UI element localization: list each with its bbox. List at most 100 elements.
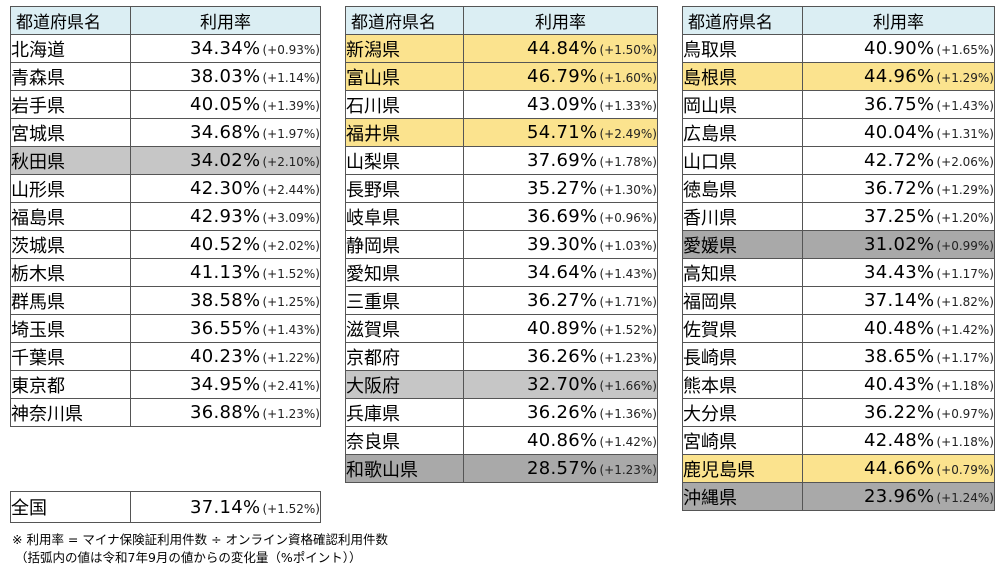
rate-value: 36.27% [527,290,598,311]
rate-value: 31.02% [864,234,935,255]
prefecture-name: 石川県 [345,90,464,119]
rate-cell: 42.72% (+2.06%) [802,146,995,175]
rate-value: 40.23% [190,346,261,367]
prefecture-name: 大分県 [682,398,803,427]
rate-change: (+1.30%) [599,183,657,197]
prefecture-name: 奈良県 [345,426,464,455]
rate-value: 37.69% [527,150,598,171]
rate-cell: 43.09% (+1.33%) [463,90,658,119]
rate-cell: 34.43% (+1.17%) [802,258,995,287]
prefecture-name: 大阪府 [345,370,464,399]
table-header: 都道府県名 利用率 [682,6,995,35]
table-row: 大阪府 32.70% (+1.66%) [345,370,658,399]
rate-cell: 36.75% (+1.43%) [802,90,995,119]
rate-cell: 31.02% (+0.99%) [802,230,995,259]
rate-cell: 46.79% (+1.60%) [463,62,658,91]
prefecture-name: 福井県 [345,118,464,147]
rate-cell: 42.93% (+3.09%) [130,202,321,231]
rate-table-2: 都道府県名 利用率 新潟県 44.84% (+1.50%) 富山県 46.79% (+1.… [345,6,658,483]
rate-cell: 34.95% (+2.41%) [130,370,321,399]
table-row: 青森県 38.03% (+1.14%) [10,62,321,91]
table-row: 富山県 46.79% (+1.60%) [345,62,658,91]
table-row: 愛知県 34.64% (+1.43%) [345,258,658,287]
prefecture-name: 福島県 [10,202,131,231]
table-row: 茨城県 40.52% (+2.02%) [10,230,321,259]
prefecture-name: 青森県 [10,62,131,91]
prefecture-name: 富山県 [345,62,464,91]
prefecture-name: 沖縄県 [682,482,803,511]
rate-cell: 40.86% (+1.42%) [463,426,658,455]
prefecture-name: 山形県 [10,174,131,203]
rate-value: 43.09% [527,94,598,115]
rate-cell: 44.84% (+1.50%) [463,34,658,63]
rate-cell: 34.68% (+1.97%) [130,118,321,147]
rate-value: 40.89% [527,318,598,339]
header-rate: 利用率 [802,6,995,35]
rate-change: (+1.23%) [262,407,320,421]
table-row: 兵庫県 36.26% (+1.36%) [345,398,658,427]
rate-change: (+1.33%) [599,99,657,113]
rate-cell: 40.43% (+1.18%) [802,370,995,399]
footnote-definition: ※ 利用率 = マイナ保険証利用件数 ÷ オンライン資格確認利用件数 [12,532,389,547]
prefecture-name: 岩手県 [10,90,131,119]
table-row: 東京都 34.95% (+2.41%) [10,370,321,399]
header-prefecture: 都道府県名 [682,6,803,35]
table-row: 愛媛県 31.02% (+0.99%) [682,230,995,259]
rate-value: 36.88% [190,402,261,423]
rate-change: (+1.42%) [936,323,994,337]
rate-value: 37.14% [864,290,935,311]
rate-change: (+0.96%) [599,211,657,225]
rate-value: 34.95% [190,374,261,395]
header-rate: 利用率 [463,6,658,35]
rate-cell: 36.55% (+1.43%) [130,314,321,343]
rate-value: 36.69% [527,206,598,227]
rate-cell: 38.03% (+1.14%) [130,62,321,91]
prefecture-name: 広島県 [682,118,803,147]
rate-value: 36.72% [864,178,935,199]
table-row: 熊本県 40.43% (+1.18%) [682,370,995,399]
rate-cell: 36.22% (+0.97%) [802,398,995,427]
rate-change: (+1.66%) [599,379,657,393]
prefecture-name: 静岡県 [345,230,464,259]
rate-cell: 41.13% (+1.52%) [130,258,321,287]
table-row: 高知県 34.43% (+1.17%) [682,258,995,287]
rate-change: (+1.22%) [262,351,320,365]
rate-change: (+1.23%) [599,463,657,477]
rate-value: 36.26% [527,402,598,423]
prefecture-name: 鹿児島県 [682,454,803,483]
prefecture-name: 福岡県 [682,286,803,315]
rate-cell: 37.25% (+1.20%) [802,202,995,231]
rate-change: (+1.43%) [599,267,657,281]
table-row: 奈良県 40.86% (+1.42%) [345,426,658,455]
table-row: 秋田県 34.02% (+2.10%) [10,146,321,175]
rate-change: (+1.29%) [936,71,994,85]
prefecture-name: 北海道 [10,34,131,63]
rate-cell: 34.02% (+2.10%) [130,146,321,175]
rate-cell: 38.58% (+1.25%) [130,286,321,315]
table-row: 静岡県 39.30% (+1.03%) [345,230,658,259]
table-row: 宮城県 34.68% (+1.97%) [10,118,321,147]
prefecture-name: 東京都 [10,370,131,399]
rate-change: (+1.97%) [262,127,320,141]
rate-value: 40.05% [190,94,261,115]
rate-change: (+2.02%) [262,239,320,253]
rate-change: (+1.31%) [936,127,994,141]
rate-value: 42.72% [864,150,935,171]
rate-change: (+1.17%) [936,267,994,281]
rate-cell: 39.30% (+1.03%) [463,230,658,259]
rate-change: (+1.65%) [936,43,994,57]
prefecture-name: 新潟県 [345,34,464,63]
prefecture-name: 高知県 [682,258,803,287]
rate-change: (+2.49%) [599,127,657,141]
rate-change: (+1.39%) [262,99,320,113]
rate-value: 42.93% [190,206,261,227]
table-row: 岐阜県 36.69% (+0.96%) [345,202,658,231]
table-row: 岡山県 36.75% (+1.43%) [682,90,995,119]
rate-value: 40.43% [864,374,935,395]
rate-change: (+1.29%) [936,183,994,197]
rate-cell: 40.48% (+1.42%) [802,314,995,343]
rate-change: (+1.17%) [936,351,994,365]
rate-cell: 37.69% (+1.78%) [463,146,658,175]
prefecture-name: 徳島県 [682,174,803,203]
rate-change: (+1.78%) [599,155,657,169]
